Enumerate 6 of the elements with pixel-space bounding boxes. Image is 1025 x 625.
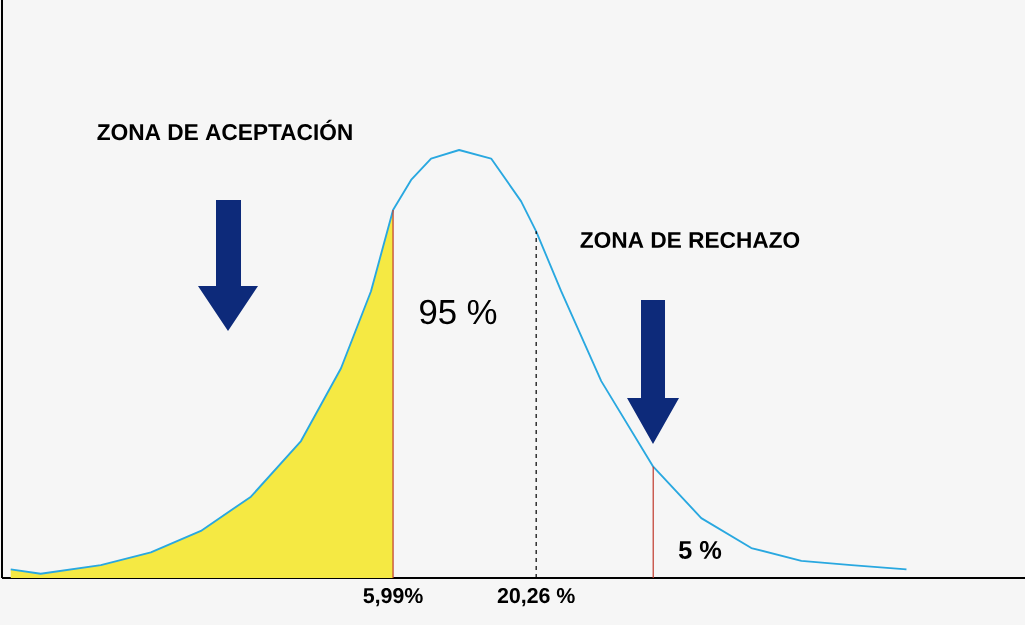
annotation: 95 %: [420, 299, 497, 325]
x-tick-label: 20,26 %: [497, 588, 575, 607]
x-tick-label: 5,99%: [363, 588, 423, 607]
annotation: 5 %: [678, 541, 722, 559]
annotation: ZONA DE RECHAZO: [580, 231, 800, 249]
text: ZONA DE ACEPTACIÓN: [97, 119, 352, 141]
